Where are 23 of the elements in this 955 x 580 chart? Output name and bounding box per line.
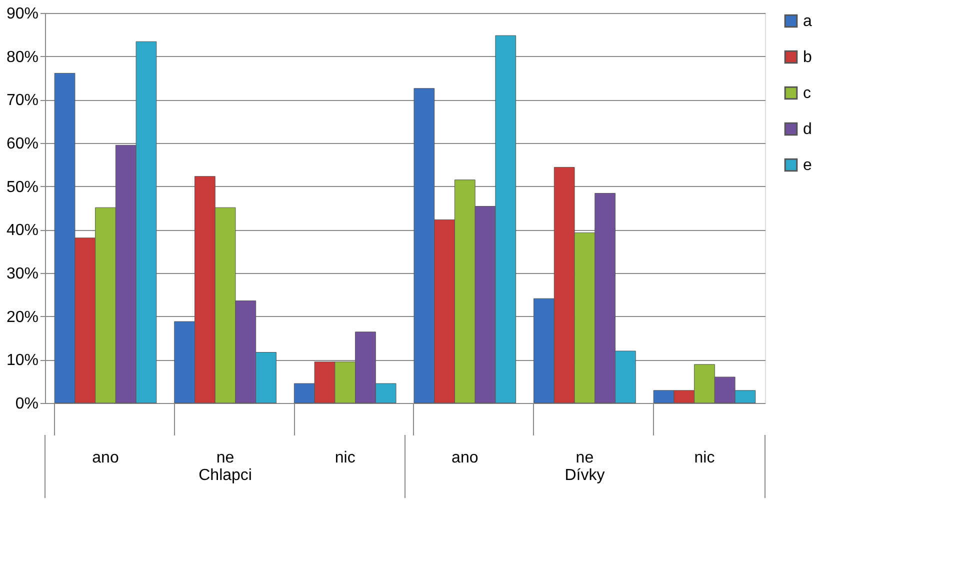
y-tick-label: 90% xyxy=(6,6,38,22)
y-tick-label: 60% xyxy=(6,136,38,152)
y-tick-label: 30% xyxy=(6,266,38,282)
legend-label: c xyxy=(803,85,811,102)
x-tick-label: ne xyxy=(576,450,594,466)
x-tick-label: nic xyxy=(694,450,715,466)
x-tick-label: ano xyxy=(452,450,478,466)
text: Dívky xyxy=(564,467,605,484)
x-tick-label: ano xyxy=(92,450,119,466)
y-tick-label: 10% xyxy=(6,352,38,370)
y-tick-label: 50% xyxy=(6,178,38,196)
y-tick-label: 0% xyxy=(15,396,38,412)
legend-label: d xyxy=(803,121,812,138)
x-tick-label: nic xyxy=(334,450,356,466)
legend-label: b xyxy=(803,49,812,66)
text: Chlapci xyxy=(198,467,252,484)
y-tick-label: 20% xyxy=(6,308,38,326)
legend-label: a xyxy=(803,13,812,30)
legend-label: e xyxy=(803,157,812,174)
y-tick-label: 80% xyxy=(6,48,38,66)
y-tick-label: 40% xyxy=(6,222,38,240)
y-tick-label: 70% xyxy=(6,92,38,110)
x-tick-label: ne xyxy=(216,450,234,466)
